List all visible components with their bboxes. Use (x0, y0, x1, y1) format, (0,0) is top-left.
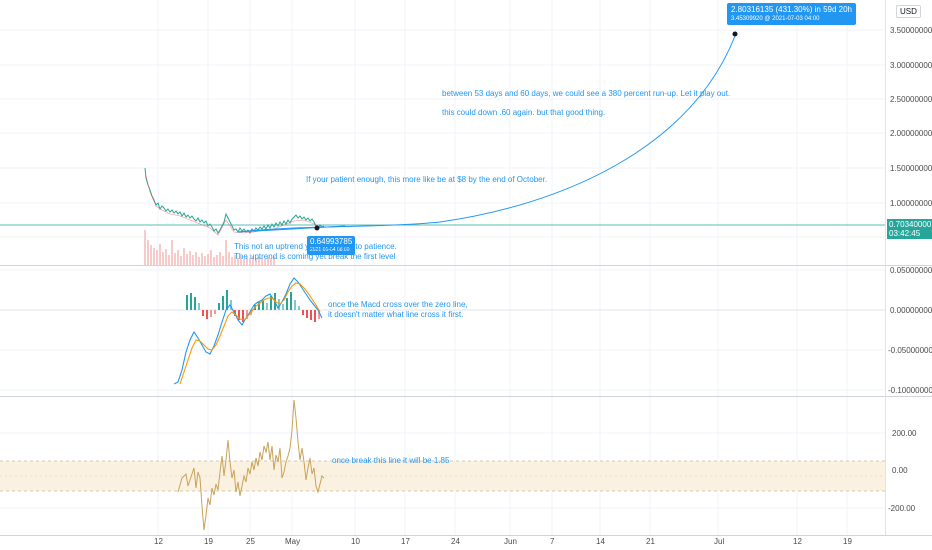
time-axis-label: 10 (351, 537, 360, 546)
price-axis-label: 3.00000000 (890, 61, 932, 70)
time-axis-label: Jun (504, 537, 517, 546)
note-macd-2[interactable]: it doesn't matter what line cross it fir… (328, 310, 464, 319)
time-axis[interactable] (0, 536, 885, 550)
macd-line (173, 277, 323, 385)
note-runup[interactable]: between 53 days and 60 days, we could se… (442, 89, 731, 98)
cci-axis-label: 0.00 (892, 466, 908, 475)
time-axis-label: 19 (204, 537, 213, 546)
pane-divider-volume[interactable] (0, 265, 932, 266)
macd-axis-label: 0.00000000 (890, 306, 932, 315)
cci-band (0, 461, 885, 491)
time-axis-label: 21 (646, 537, 655, 546)
time-axis-label: 17 (401, 537, 410, 546)
time-axis-label: 24 (451, 537, 460, 546)
pane-divider-macd[interactable] (0, 396, 932, 397)
time-axis-label: 25 (246, 537, 255, 546)
macd-axis-label: -0.05000000 (888, 346, 932, 355)
price-scale[interactable] (885, 0, 932, 535)
cci-line (177, 399, 325, 531)
projection-end-point[interactable] (732, 31, 738, 37)
projection-detail: 3.45309920 @ 2021-07-03 04:00 (731, 16, 820, 22)
note-cci[interactable]: once break this line it will be 1.85 (332, 456, 450, 465)
time-axis-label: Jul (714, 537, 725, 546)
cci-axis-label: 200.00 (892, 429, 917, 438)
projection-tooltip[interactable]: 2.80316135 (431.30%) in 59d 20h 3.453099… (727, 3, 856, 25)
signal-line (179, 282, 321, 385)
price-series (144, 167, 325, 234)
bar-countdown: 03:42:45 (889, 229, 921, 238)
macd-axis-label: 0.05000000 (890, 266, 932, 275)
anchor-price: 0.64993785 (310, 237, 353, 246)
price-axis-label: 3.50000000 (890, 26, 932, 35)
anchor-date: 2021-05-04 08:00 (310, 247, 350, 253)
time-axis-label: 7 (550, 537, 555, 546)
time-axis-label: 14 (596, 537, 605, 546)
projection-headline: 2.80316135 (431.30%) in 59d 20h (731, 5, 852, 14)
macd-axis-label: -0.10000000 (888, 386, 932, 395)
note-october[interactable]: If your patient enough, this more like b… (306, 175, 548, 184)
price-axis-label: 2.50000000 (890, 95, 932, 104)
note-uptrend-2[interactable]: The uptrend is coming yet break the firs… (234, 252, 396, 261)
note-macd-1[interactable]: once the Macd cross over the zero line, (328, 300, 468, 309)
time-axis-label: May (285, 537, 301, 546)
time-axis-divider (0, 535, 932, 536)
note-down[interactable]: this could down .60 again. but that good… (442, 108, 606, 117)
current-price-value: 0.70340000 (889, 220, 932, 229)
time-axis-label: 19 (843, 537, 852, 546)
price-axis-label: 1.00000000 (890, 199, 932, 208)
cci-axis-label: -200.00 (888, 504, 916, 513)
time-axis-label: 12 (154, 537, 163, 546)
note-uptrend-1[interactable]: This not an uptrend yet, you need to pat… (234, 242, 397, 251)
time-axis-label: 12 (793, 537, 802, 546)
anchor-tooltip[interactable]: 0.64993785 2021-05-04 08:00 (307, 236, 356, 255)
current-price-tag: 0.70340000 03:42:45 (887, 219, 932, 239)
anchor-point[interactable] (314, 225, 320, 231)
price-axis-label: 1.50000000 (890, 164, 932, 173)
volume-bars (144, 230, 275, 266)
currency-button[interactable]: USD (896, 5, 921, 18)
price-axis-label: 2.00000000 (890, 129, 932, 138)
